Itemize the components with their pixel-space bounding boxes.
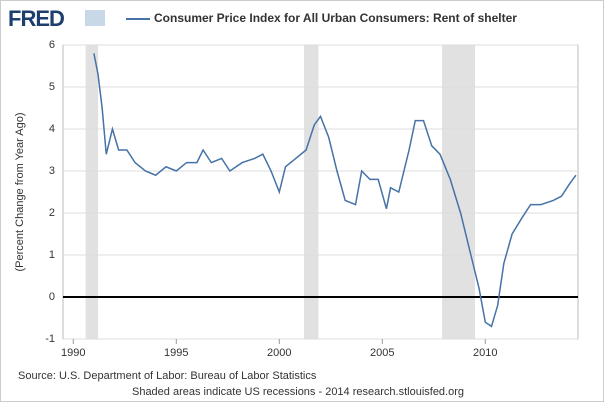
x-tick-label: 1995	[164, 347, 188, 359]
recession-band	[442, 45, 475, 339]
x-tick-label: 2010	[473, 347, 497, 359]
x-tick-label: 2005	[370, 347, 394, 359]
brand: FRED	[8, 6, 64, 31]
recession-band	[304, 45, 319, 339]
plot-area	[62, 44, 579, 340]
y-axis-label: (Percent Change from Year Ago)	[14, 113, 26, 272]
y-tick-label: 2	[49, 207, 55, 219]
legend-label: Consumer Price Index for All Urban Consu…	[154, 11, 517, 25]
data-line	[93, 53, 577, 328]
x-tick-label: 2000	[267, 347, 291, 359]
y-tick-label: -1	[45, 333, 55, 345]
recession-band	[85, 45, 99, 339]
y-tick-label: 5	[49, 81, 55, 93]
y-tick-label: 1	[49, 249, 55, 261]
y-tick-label: 3	[49, 165, 55, 177]
y-tick-label: 6	[49, 39, 55, 51]
note: Shaded areas indicate US recessions - 20…	[132, 386, 464, 398]
source: Source: U.S. Department of Labor: Bureau…	[18, 370, 317, 382]
y-tick-label: 4	[49, 123, 55, 135]
logo-icon	[85, 10, 105, 26]
y-tick-label: 0	[49, 291, 55, 303]
x-tick-label: 1990	[61, 347, 85, 359]
